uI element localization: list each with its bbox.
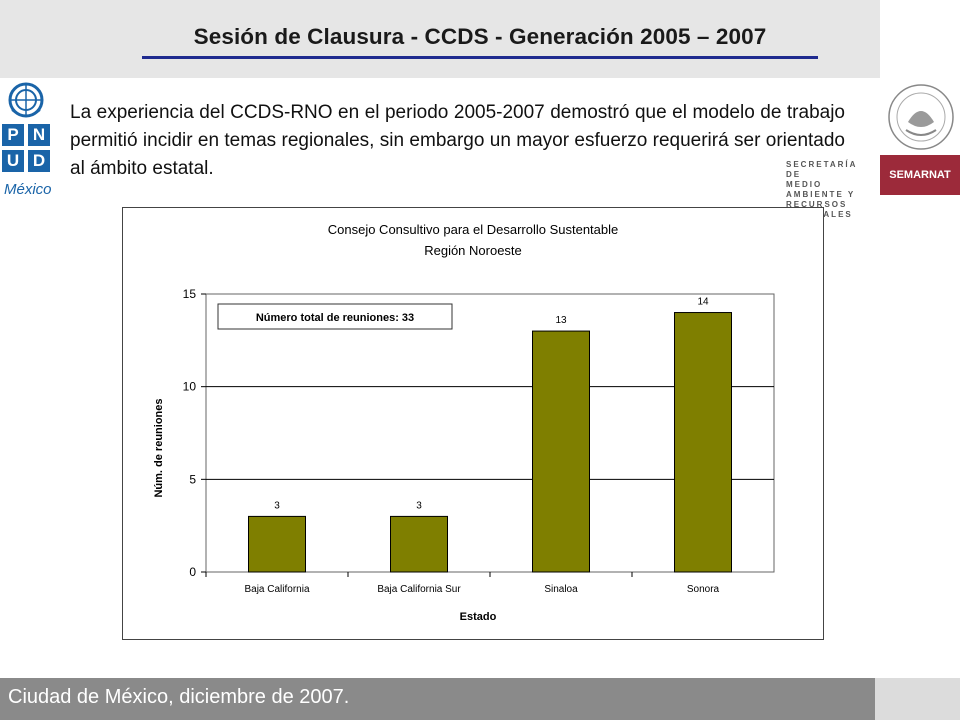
un-emblem-icon (8, 82, 44, 118)
bar-chart: Consejo Consultivo para el Desarrollo Su… (153, 222, 775, 623)
x-tick-label: Baja California Sur (377, 584, 461, 595)
chart-subtitle: Región Noroeste (424, 243, 522, 258)
mexico-seal-icon (888, 84, 954, 150)
undp-letter: D (28, 150, 50, 172)
bar (532, 330, 590, 573)
footer-text: Ciudad de México, diciembre de 2007. (8, 686, 350, 708)
title-underline (142, 56, 818, 59)
data-label: 3 (274, 500, 280, 511)
x-tick-label: Baja California (244, 584, 309, 595)
y-tick-label: 15 (183, 287, 197, 301)
data-label: 13 (555, 315, 567, 326)
footer-bar-right (875, 678, 960, 720)
chart-title: Consejo Consultivo para el Desarrollo Su… (328, 222, 619, 237)
annotation-box (217, 303, 453, 330)
semarnat-line: MEDIO AMBIENTE Y (786, 180, 856, 199)
body-paragraph: La experiencia del CCDS-RNO en el period… (70, 102, 845, 179)
slide-title: Sesión de Clausura - CCDS - Generación 2… (193, 24, 767, 49)
undp-letter-grid: P N U D (2, 124, 50, 174)
y-axis-label: Núm. de reuniones (153, 398, 165, 497)
chart-annotation: Número total de reuniones: 33 (256, 312, 414, 324)
header-bar (0, 0, 880, 78)
y-tick-label: 0 (189, 565, 196, 579)
bar (248, 515, 306, 573)
semarnat-badge: SEMARNAT (880, 155, 960, 195)
bar (674, 312, 732, 573)
header-bar-right (880, 0, 960, 78)
x-tick-label: Sonora (687, 584, 720, 595)
y-tick-label: 10 (183, 380, 197, 394)
footer-bar (0, 678, 875, 720)
semarnat-line: SECRETARÍA DE (786, 160, 858, 179)
bar (390, 515, 448, 573)
data-label: 14 (697, 297, 709, 308)
data-label: 3 (416, 500, 422, 511)
undp-logo: P N U D México (0, 78, 52, 203)
y-tick-label: 5 (189, 472, 196, 486)
x-axis-label: Estado (460, 611, 497, 623)
undp-letter: U (2, 150, 24, 172)
undp-letter: N (28, 124, 50, 146)
x-tick-label: Sinaloa (544, 584, 578, 595)
undp-letter: P (2, 124, 24, 146)
chart-frame: Consejo Consultivo para el Desarrollo Su… (122, 207, 824, 640)
undp-country-label: México (4, 181, 52, 198)
